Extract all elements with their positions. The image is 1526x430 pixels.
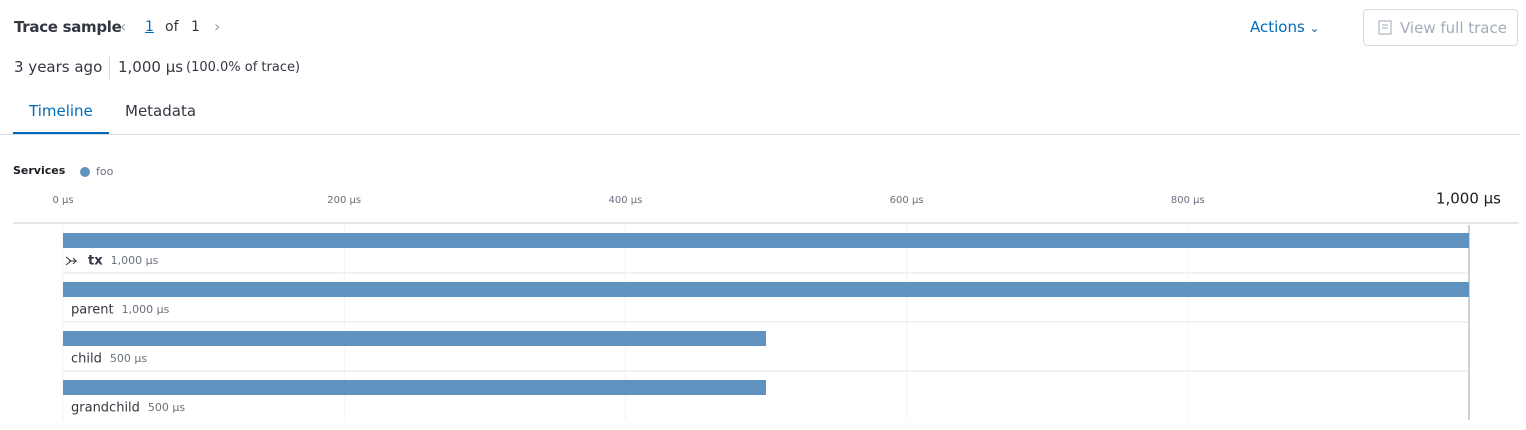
tab-divider [0,134,1520,135]
current-page[interactable]: 1 [145,19,154,35]
span-duration: 500 μs [148,401,185,414]
span-duration: 1,000 μs [122,303,170,316]
view-full-trace-label: View full trace [1400,19,1507,37]
legend-title: Services [13,164,66,177]
transaction-icon [65,256,77,266]
x-tick-label: 400 μs [608,195,642,206]
x-tick-label: 600 μs [890,195,924,206]
page-total: 1 [191,19,200,35]
span-bar [63,380,766,395]
title: Trace sample [14,18,122,36]
span-name: parent [71,303,114,318]
span-bar [63,233,1469,248]
x-tick-label: 1,000 μs [1436,190,1501,208]
x-tick-label: 0 μs [52,195,73,206]
span-bar [63,282,1469,297]
span-name: child [71,352,102,367]
tab-underline [13,132,109,134]
timeline: Services foo 0 μs 200 μs 400 μs 600 μs 800 μs… [13,164,1519,420]
age: 3 years ago [14,58,103,76]
x-tick-label: 200 μs [327,195,361,206]
legend-dot [80,167,90,177]
tab[interactable]: Metadata [125,102,197,120]
divider [109,57,110,79]
page-of: of [165,19,179,35]
duration: 1,000 μs [118,58,184,76]
span-duration: 500 μs [110,352,147,365]
icon [1378,20,1392,35]
view-full-trace-button[interactable]: View full trace [1363,9,1518,46]
percent: (100.0% of trace) [186,60,301,75]
actions-button[interactable]: Actions ⌄ [1250,18,1320,36]
tab-active[interactable]: Timeline [29,102,93,120]
legend-label: foo [96,165,114,178]
span-name: tx [88,254,103,269]
actions-label: Actions [1250,18,1305,36]
next-page[interactable]: › [214,17,221,36]
prev-page[interactable]: ‹ [120,17,127,36]
span-bar [63,331,766,346]
span-name: grandchild [71,401,140,416]
x-tick-label: 800 μs [1171,195,1205,206]
span-duration: 1,000 μs [111,254,159,267]
